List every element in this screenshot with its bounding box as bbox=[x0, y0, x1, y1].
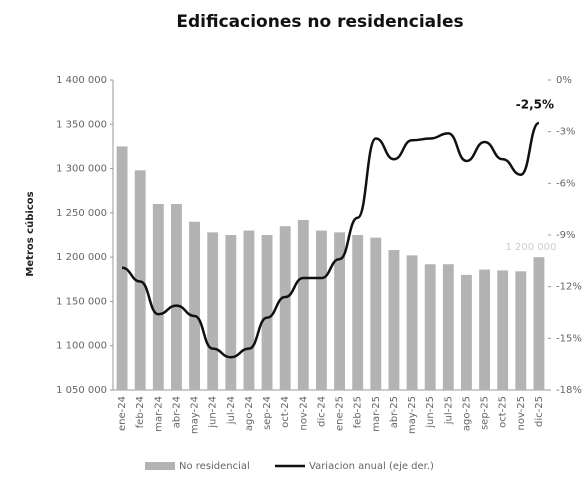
bar bbox=[334, 232, 345, 390]
bar bbox=[279, 226, 291, 390]
bar bbox=[370, 237, 382, 390]
bar bbox=[152, 204, 164, 390]
x-tick-label: may-24 bbox=[190, 396, 201, 434]
legend-swatch bbox=[145, 462, 175, 470]
y2-tick-label: -3% bbox=[556, 127, 575, 138]
x-tick-label: dic-25 bbox=[534, 396, 545, 427]
x-tick-label: oct-25 bbox=[498, 396, 509, 428]
x-tick-label: mar-25 bbox=[371, 396, 382, 432]
bar bbox=[424, 264, 436, 390]
y-tick-label: 1 050 000 bbox=[56, 385, 107, 396]
x-tick-label: nov-25 bbox=[516, 396, 527, 430]
bar-value-label: 1 200 000 bbox=[505, 242, 556, 253]
bar bbox=[388, 250, 400, 390]
line bbox=[121, 121, 540, 359]
x-tick-label: oct-24 bbox=[280, 396, 291, 428]
x-tick-label: jul-24 bbox=[226, 396, 237, 425]
x-tick-label: sep-25 bbox=[480, 396, 491, 430]
bar bbox=[533, 257, 545, 390]
bar bbox=[442, 264, 454, 390]
bar bbox=[461, 274, 472, 390]
y2-tick-label: -6% bbox=[556, 178, 575, 189]
x-tick-label: ago-25 bbox=[461, 396, 472, 431]
x-tick-label: ene-25 bbox=[335, 396, 346, 431]
x-tick-label: sep-24 bbox=[262, 396, 273, 430]
bar bbox=[189, 221, 200, 390]
legend-label: Variacion anual (eje der.) bbox=[309, 461, 434, 472]
bar bbox=[497, 270, 509, 390]
y-tick-label: 1 200 000 bbox=[56, 252, 107, 263]
bar bbox=[297, 219, 309, 390]
x-tick-label: feb-25 bbox=[353, 396, 364, 428]
y2-tick-label: -18% bbox=[556, 385, 582, 396]
bar bbox=[134, 170, 146, 390]
x-tick-label: ene-24 bbox=[117, 396, 128, 431]
x-tick-label: mar-24 bbox=[153, 396, 164, 432]
y-tick-label: 1 300 000 bbox=[56, 164, 107, 175]
bar bbox=[515, 271, 527, 390]
bar bbox=[207, 232, 219, 390]
y-tick-label: 1 100 000 bbox=[56, 341, 107, 352]
bar bbox=[225, 235, 237, 390]
legend-label: No residencial bbox=[179, 461, 250, 472]
bar bbox=[243, 230, 255, 390]
x-tick-label: dic-24 bbox=[316, 396, 327, 427]
x-tick-label: jun-25 bbox=[425, 396, 436, 429]
y-tick-label: 1 150 000 bbox=[56, 296, 107, 307]
x-tick-label: abr-25 bbox=[389, 396, 400, 428]
y2-tick-label: -15% bbox=[556, 333, 582, 344]
bar bbox=[171, 204, 182, 390]
x-tick-label: may-25 bbox=[407, 396, 418, 434]
bar bbox=[316, 230, 327, 390]
y2-tick-label: -12% bbox=[556, 282, 582, 293]
y2-tick-label: -9% bbox=[556, 230, 575, 241]
x-tick-label: jul-25 bbox=[443, 396, 454, 425]
x-tick-label: nov-24 bbox=[298, 396, 309, 430]
y-tick-label: 1 350 000 bbox=[56, 119, 107, 130]
bar bbox=[479, 269, 490, 390]
x-tick-label: ago-24 bbox=[244, 396, 255, 431]
x-tick-label: jun-24 bbox=[208, 396, 219, 429]
line-value-label: -2,5% bbox=[516, 98, 554, 112]
bar bbox=[261, 235, 273, 390]
x-tick-label: feb-24 bbox=[135, 396, 146, 428]
x-tick-label: abr-24 bbox=[171, 396, 182, 428]
y-axis-label: Metros cúbicos bbox=[24, 191, 36, 276]
bar bbox=[352, 235, 364, 390]
bar bbox=[406, 255, 418, 390]
y-tick-label: 1 250 000 bbox=[56, 208, 107, 219]
y-tick-label: 1 400 000 bbox=[56, 75, 107, 86]
y2-tick-label: 0% bbox=[556, 75, 572, 86]
chart-title: Edificaciones no residenciales bbox=[176, 12, 463, 32]
